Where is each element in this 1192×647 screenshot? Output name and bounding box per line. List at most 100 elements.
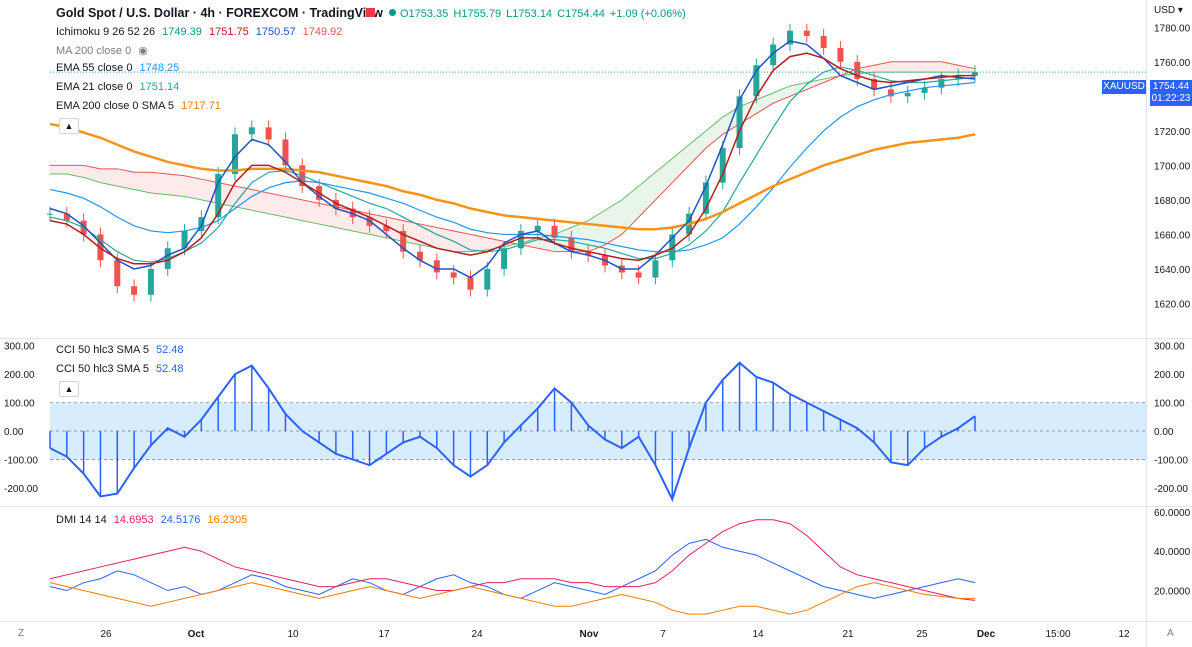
candle-body bbox=[871, 79, 878, 90]
currency-label[interactable]: USD ▾ bbox=[1154, 5, 1183, 16]
candle-body bbox=[534, 225, 541, 231]
candle-body bbox=[568, 237, 575, 252]
cloud-segment bbox=[790, 82, 807, 97]
timezone-button[interactable]: Z bbox=[18, 628, 25, 639]
time-tick-label: 25 bbox=[916, 629, 928, 640]
dmi-tick-label: 40.0000 bbox=[1154, 547, 1191, 558]
time-tick-label: 15:00 bbox=[1045, 629, 1070, 640]
legend-ma200[interactable]: MA 200 close 0 ◉ bbox=[56, 44, 152, 57]
eye-hidden-icon[interactable]: ◉ bbox=[138, 45, 148, 57]
cloud-segment bbox=[638, 172, 656, 218]
legend-ema21[interactable]: EMA 21 close 0 1751.14 bbox=[56, 81, 183, 93]
cloud-segment bbox=[924, 61, 942, 73]
candle-body bbox=[114, 260, 121, 287]
candle-body bbox=[972, 72, 978, 76]
candle-body bbox=[887, 89, 894, 97]
time-tick-label: Dec bbox=[977, 629, 996, 640]
cloud-segment bbox=[773, 85, 790, 104]
candle-body bbox=[517, 230, 524, 249]
cloud-segment bbox=[352, 210, 370, 235]
flag-icon[interactable] bbox=[366, 8, 375, 17]
candle-body bbox=[501, 248, 508, 269]
time-tick-label: 7 bbox=[660, 629, 666, 640]
cci-tick-label: 100.00 bbox=[4, 399, 35, 410]
cci-tick-label: -200.00 bbox=[4, 484, 38, 495]
last-price: 1754.44 bbox=[1152, 81, 1190, 92]
legend-dmi[interactable]: DMI 14 14 14.6953 24.5176 16.2305 bbox=[56, 514, 251, 526]
cloud-segment bbox=[958, 65, 975, 73]
cloud-segment bbox=[319, 203, 336, 228]
cloud-segment bbox=[268, 192, 286, 218]
cci2-label: CCI 50 hlc3 SMA 5 bbox=[56, 363, 149, 375]
high-value: H1755.79 bbox=[453, 8, 502, 20]
candle-body bbox=[181, 230, 188, 249]
candle-body bbox=[215, 174, 222, 218]
ohlc-values: O1753.35 H1755.79 L1753.14 C1754.44 +1.0… bbox=[400, 8, 688, 20]
candle-body bbox=[770, 44, 777, 66]
open-value: O1753.35 bbox=[400, 8, 449, 20]
candle-body bbox=[47, 213, 53, 215]
time-tick-label: 21 bbox=[842, 629, 854, 640]
price-tick-label: 1700.00 bbox=[1154, 161, 1191, 172]
price-tick-label: 1720.00 bbox=[1154, 127, 1191, 138]
dmi-adx-value: 16.2305 bbox=[207, 514, 248, 526]
price-tick-label: 1620.00 bbox=[1154, 299, 1191, 310]
price-tick-label: 1780.00 bbox=[1154, 23, 1191, 34]
time-tick-label: 26 bbox=[100, 629, 112, 640]
collapse-cci-button[interactable]: ▲ bbox=[59, 381, 79, 397]
cci-tick-label: 0.00 bbox=[4, 427, 24, 438]
ema21-label: EMA 21 close 0 bbox=[56, 81, 133, 93]
cloud-segment bbox=[403, 220, 420, 245]
ichimoku-v3: 1750.57 bbox=[255, 26, 296, 38]
candle-body bbox=[551, 225, 558, 238]
cloud-segment bbox=[218, 182, 235, 207]
dmi-plus-value: 14.6953 bbox=[113, 514, 154, 526]
senkou-span-b-line bbox=[50, 61, 976, 253]
time-tick-label: 17 bbox=[378, 629, 390, 640]
time-tick-label: 10 bbox=[287, 629, 299, 640]
price-tick-label: 1660.00 bbox=[1154, 230, 1191, 241]
candle-body bbox=[467, 277, 474, 290]
cloud-segment bbox=[436, 227, 454, 252]
ema200-value: 1717.71 bbox=[181, 100, 221, 112]
legend-ichimoku[interactable]: Ichimoku 9 26 52 26 1749.39 1751.75 1750… bbox=[56, 26, 346, 38]
cloud-segment bbox=[621, 186, 639, 235]
legend-ema200[interactable]: EMA 200 close 0 SMA 5 1717.71 bbox=[56, 100, 225, 112]
cloud-segment bbox=[907, 61, 925, 73]
legend-ema55[interactable]: EMA 55 close 0 1748.25 bbox=[56, 62, 183, 74]
candle-body bbox=[585, 251, 592, 256]
cloud-segment bbox=[890, 61, 908, 73]
senkou-span-a-line bbox=[50, 71, 975, 253]
candle-body bbox=[719, 148, 726, 183]
bar-countdown: 01:22:23 bbox=[1151, 93, 1191, 104]
currency-text: USD bbox=[1154, 5, 1176, 16]
cloud-segment bbox=[420, 224, 437, 249]
price-tick-label: 1640.00 bbox=[1154, 265, 1191, 276]
dmi-minus-value: 24.5176 bbox=[160, 514, 201, 526]
collapse-legend-button[interactable]: ▲ bbox=[59, 118, 79, 134]
candle-body bbox=[417, 251, 423, 261]
candle-body bbox=[248, 127, 255, 135]
time-tick-label: 12 bbox=[1118, 629, 1130, 640]
candle-body bbox=[63, 213, 70, 221]
ma200-label: MA 200 close 0 bbox=[56, 45, 132, 57]
price-tick-label: 1680.00 bbox=[1154, 196, 1191, 207]
auto-scale-button[interactable]: A bbox=[1167, 628, 1174, 639]
cci1-label: CCI 50 hlc3 SMA 5 bbox=[56, 344, 149, 356]
candle-body bbox=[484, 268, 491, 290]
cloud-segment bbox=[672, 144, 690, 183]
cci-tick-label: -100.00 bbox=[1154, 455, 1188, 466]
cloud-segment bbox=[184, 175, 202, 200]
cci1-value: 52.48 bbox=[156, 344, 184, 356]
legend-cci1[interactable]: CCI 50 hlc3 SMA 5 52.48 bbox=[56, 344, 188, 356]
ichimoku-label: Ichimoku 9 26 52 26 bbox=[56, 26, 156, 38]
cloud-segment bbox=[689, 130, 706, 166]
ema200-line bbox=[49, 122, 976, 231]
ichimoku-v1: 1749.39 bbox=[162, 26, 202, 38]
time-tick-label: 14 bbox=[752, 629, 764, 640]
legend-cci2[interactable]: CCI 50 hlc3 SMA 5 52.48 bbox=[56, 363, 188, 375]
time-tick-label: 24 bbox=[471, 629, 483, 640]
cloud-segment bbox=[201, 179, 219, 204]
candle-body bbox=[450, 272, 457, 278]
